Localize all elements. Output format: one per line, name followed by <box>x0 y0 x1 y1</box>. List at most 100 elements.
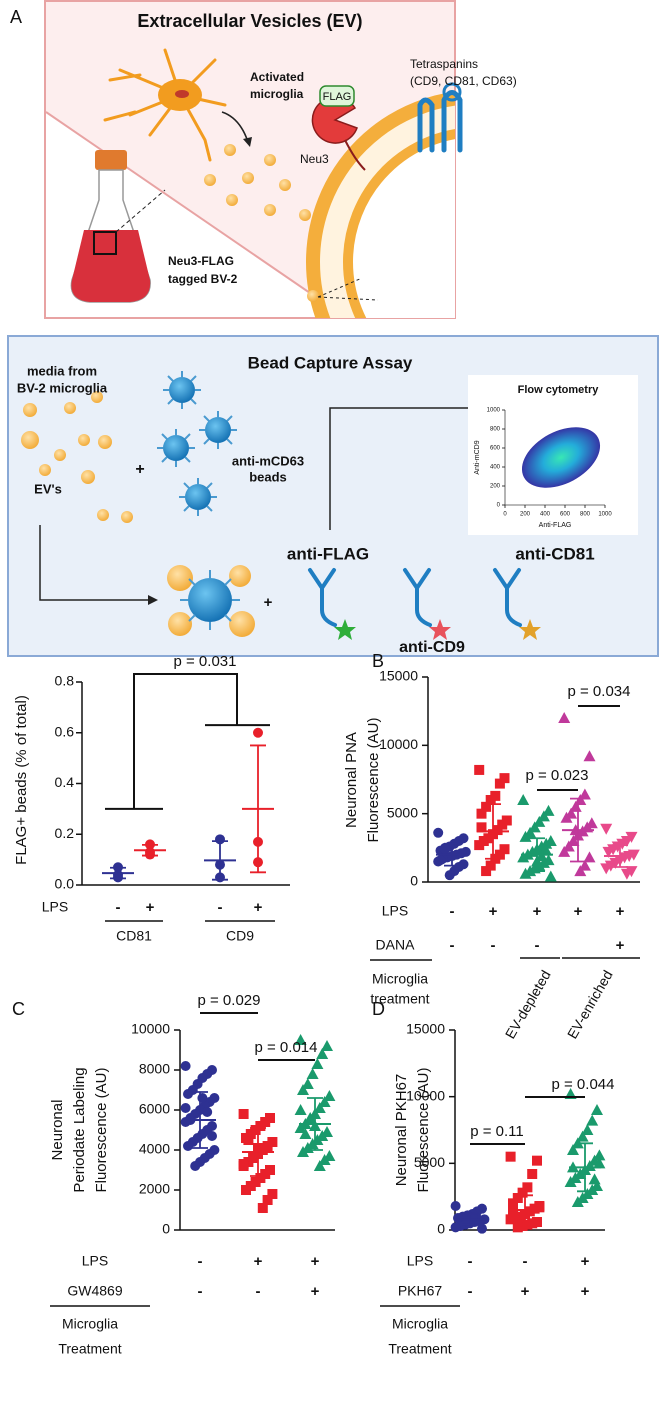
row-value: - <box>450 903 455 920</box>
error-bar <box>577 1142 593 1193</box>
y-axis-label: Anti-mCD9 <box>474 440 481 474</box>
error-bar <box>192 1091 208 1149</box>
data-point <box>558 845 571 857</box>
error-bar <box>517 1194 533 1226</box>
treatment-label: Treatment <box>58 1341 121 1357</box>
row-label: PKH67 <box>398 1283 443 1299</box>
x-tick-label: 1000 <box>598 512 612 518</box>
row-value: + <box>254 899 263 916</box>
plus: + <box>264 594 273 611</box>
group-label: CD81 <box>116 928 152 944</box>
data-point <box>512 1193 523 1203</box>
protein-label: (CD9, CD81, CD63) <box>410 74 517 88</box>
data-point <box>508 1198 518 1209</box>
data-point <box>591 1104 603 1115</box>
antibody-label: anti-CD9 <box>399 639 465 656</box>
data-point <box>522 1182 533 1193</box>
inset-title: Flow cytometry <box>518 384 600 396</box>
data-point <box>321 1040 333 1051</box>
row-value: - <box>198 1283 203 1300</box>
p-value: p = 0.023 <box>526 767 589 784</box>
data-point <box>180 1061 191 1071</box>
fluorophore <box>334 619 356 640</box>
data-point <box>562 840 575 852</box>
data-point <box>477 1223 487 1234</box>
plus: + <box>135 461 144 478</box>
panel-a: A <box>10 0 517 319</box>
x-tick-label: 0 <box>503 512 507 518</box>
error-bar <box>142 844 158 857</box>
p-value: p = 0.029 <box>198 992 261 1009</box>
y-tick-label: 0.6 <box>55 723 75 739</box>
data-point <box>238 1109 249 1119</box>
data-point <box>323 1090 336 1101</box>
row-value: - <box>491 937 496 954</box>
category-label: EV-enriched <box>564 967 616 1041</box>
y-tick-label: 15000 <box>379 668 418 684</box>
row-value: - <box>256 1283 261 1300</box>
row-value: - <box>116 899 121 916</box>
row-label: LPS <box>42 899 68 915</box>
row-value: - <box>198 1253 203 1270</box>
neu3-enzyme <box>311 85 366 171</box>
data-point <box>532 1155 542 1166</box>
data-point <box>301 1078 314 1089</box>
data-point <box>444 870 455 881</box>
data-point <box>248 1151 259 1161</box>
treatment-label: Microglia <box>372 971 428 987</box>
data-point <box>313 1160 326 1171</box>
data-point <box>180 1103 191 1113</box>
row-value: + <box>616 903 625 920</box>
ev-particles <box>21 391 133 523</box>
treatment-label: Microglia <box>392 1316 448 1332</box>
y-tick-label: 0 <box>497 503 501 509</box>
x-tick-label: 800 <box>580 512 591 518</box>
error-bar <box>212 840 228 881</box>
tetraspanin <box>417 82 463 153</box>
row-value: - <box>450 937 455 954</box>
y-tick-label: 0 <box>162 1221 170 1237</box>
p-value: p = 0.11 <box>470 1123 524 1140</box>
data-point <box>574 865 587 877</box>
data-point <box>311 1058 324 1069</box>
data-point <box>485 860 496 871</box>
flask <box>70 150 151 303</box>
p-value: p = 0.014 <box>255 1039 318 1056</box>
row-value: + <box>581 1253 590 1270</box>
y-axis-label: Neuronal <box>49 1100 66 1161</box>
data-point <box>297 1084 309 1095</box>
cell-label: microglia <box>250 87 304 101</box>
data-point <box>481 866 492 877</box>
vesicle-label: EV's <box>34 481 62 496</box>
data-point <box>581 1124 594 1135</box>
row-value: + <box>574 903 583 920</box>
data-point <box>481 801 492 812</box>
y-tick-label: 5000 <box>387 804 418 820</box>
data-point <box>517 794 530 805</box>
zoom-line <box>317 277 363 298</box>
arrow-head <box>148 595 158 605</box>
data-point <box>313 1102 326 1113</box>
row-value: + <box>254 1253 263 1270</box>
data-point <box>542 804 555 816</box>
group-label: CD9 <box>226 928 254 944</box>
arrow-head <box>243 137 252 147</box>
y-axis-label: Periodate Labeling <box>71 1067 88 1192</box>
microglia-cell <box>103 48 227 162</box>
data-point <box>299 1128 312 1139</box>
y-tick-label: 0.2 <box>55 825 75 841</box>
row-value: - <box>535 937 540 954</box>
y-tick-label: 0 <box>410 873 418 889</box>
data-point <box>564 1176 577 1187</box>
y-axis-label: Fluorescence (AU) <box>365 717 382 842</box>
data-point <box>238 1159 249 1169</box>
treatment-label: Treatment <box>388 1341 451 1357</box>
culture-label: tagged BV-2 <box>168 272 238 286</box>
error-bar <box>485 803 501 860</box>
y-tick-label: 10000 <box>131 1021 170 1037</box>
data-point <box>533 815 546 827</box>
bead-label: beads <box>249 469 287 484</box>
data-point <box>253 727 263 738</box>
